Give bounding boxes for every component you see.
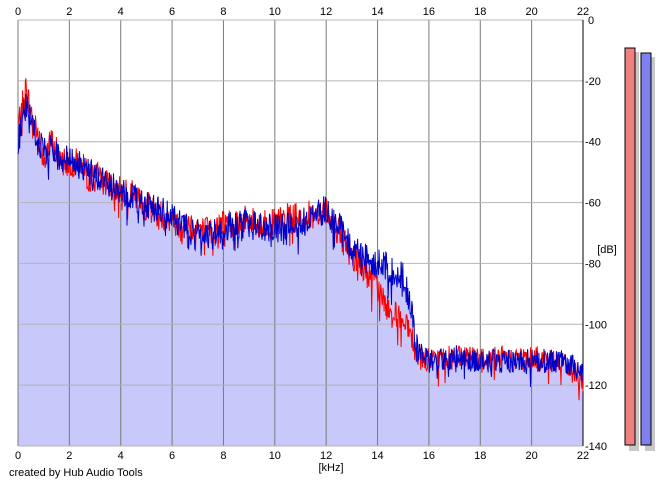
x-tick-label-top: 2	[66, 6, 72, 18]
y-tick-label: -20	[585, 76, 601, 88]
x-tick-label-bottom: 22	[577, 450, 589, 462]
x-tick-label-top: 18	[474, 6, 486, 18]
x-tick-label-top: 8	[220, 6, 226, 18]
x-axis-label: [kHz]	[318, 462, 343, 474]
x-tick-label-bottom: 10	[269, 450, 281, 462]
x-tick-labels-top: 0 2 4 6 8 10 12 14 16 18 20 22	[15, 6, 589, 18]
x-tick-label-bottom: 16	[423, 450, 435, 462]
y-tick-label: -100	[585, 319, 607, 331]
x-tick-label-top: 22	[577, 6, 589, 18]
x-tick-label-top: 0	[15, 6, 21, 18]
x-tick-label-top: 4	[118, 6, 124, 18]
x-tick-label-top: 20	[526, 6, 538, 18]
x-tick-label-bottom: 14	[371, 450, 383, 462]
x-tick-label-bottom: 8	[220, 450, 226, 462]
x-tick-label-bottom: 12	[320, 450, 332, 462]
x-tick-label-bottom: 2	[66, 450, 72, 462]
plot-grid	[17, 19, 584, 447]
level-meters	[624, 47, 655, 451]
x-tick-label-top: 6	[169, 6, 175, 18]
x-tick-label-bottom: 18	[474, 450, 486, 462]
y-axis-label: [dB]	[597, 244, 617, 256]
y-tick-label: -60	[585, 198, 601, 210]
right-level-meter	[640, 52, 652, 446]
y-tick-label: -80	[585, 258, 601, 270]
x-tick-label-bottom: 0	[15, 450, 21, 462]
spectrum-fill-area	[18, 78, 583, 447]
x-tick-label-top: 14	[371, 6, 383, 18]
y-tick-label: -140	[585, 441, 607, 453]
x-tick-label-top: 10	[269, 6, 281, 18]
credit-text: created by Hub Audio Tools	[9, 467, 143, 479]
spectrum-trace-blue	[17, 93, 584, 388]
x-tick-label-bottom: 4	[118, 450, 124, 462]
x-tick-label-top: 12	[320, 6, 332, 18]
x-tick-labels-bottom: 0 2 4 6 8 10 12 14 16 18 20 22	[15, 450, 589, 462]
y-tick-label: 0	[588, 15, 594, 27]
y-tick-labels: 0 -20 -40 -60 -80 -100 -120 -140	[585, 15, 607, 453]
y-tick-label: -40	[585, 137, 601, 149]
x-tick-label-bottom: 6	[169, 450, 175, 462]
left-level-meter	[624, 47, 636, 446]
y-tick-label: -120	[585, 380, 607, 392]
x-tick-label-bottom: 20	[526, 450, 538, 462]
x-tick-label-top: 16	[423, 6, 435, 18]
